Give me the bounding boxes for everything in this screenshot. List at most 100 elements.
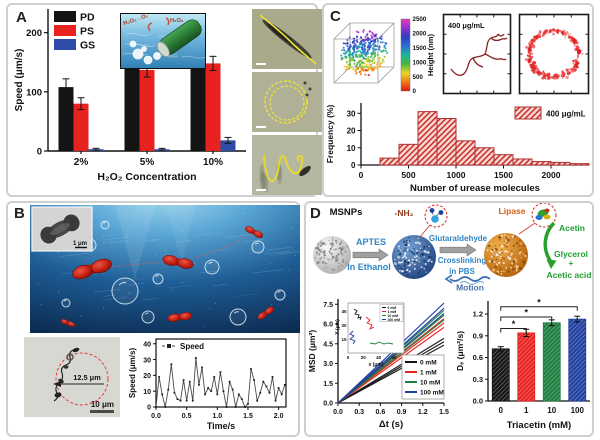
scatter-point	[373, 56, 376, 59]
speckle	[321, 256, 323, 258]
ring-point	[552, 33, 555, 36]
scatter-point	[365, 60, 368, 63]
speckle	[513, 260, 516, 263]
bubble	[143, 55, 153, 65]
scatter-point	[379, 62, 382, 66]
speckle	[337, 253, 340, 256]
marker	[182, 379, 185, 382]
streak	[269, 252, 297, 256]
scatter-point	[340, 54, 343, 57]
speckle	[418, 242, 421, 245]
speckle	[412, 276, 415, 278]
speckle	[421, 253, 425, 256]
fitted-circle	[55, 352, 109, 406]
marker	[268, 391, 271, 394]
speckle	[409, 263, 412, 266]
scatter-point	[384, 41, 387, 45]
marker	[222, 390, 225, 393]
bubble-highlight	[144, 312, 149, 315]
speckle	[500, 259, 503, 261]
speckle	[424, 253, 427, 256]
tube-schematic-inset: H₂O₂→O₂ H₂O₂	[120, 13, 206, 69]
motion-label: Motion	[456, 283, 484, 292]
speckle	[522, 260, 526, 264]
x-tick-label: 100	[571, 406, 585, 415]
ring-point	[526, 58, 528, 60]
ring-point	[532, 70, 536, 74]
ring-point	[545, 74, 548, 78]
molecule-trajectory	[490, 37, 508, 42]
ring-point	[527, 42, 530, 44]
speckle	[502, 262, 505, 265]
micromotor	[72, 258, 112, 280]
speckle	[324, 267, 327, 270]
speckle	[324, 243, 327, 246]
speckle	[319, 245, 322, 247]
marker	[207, 387, 210, 389]
de-vs-triacetin-chart: 0.0 0.3 0.6 0.9 1.2 0 1 10 100 * * * Triacetin (mM) D…	[454, 291, 596, 439]
speckle	[512, 244, 515, 247]
speckle	[498, 239, 501, 241]
ring-point	[564, 37, 567, 39]
micrograph-circular-trajectory	[252, 72, 322, 132]
ring-point	[548, 72, 550, 74]
marker	[155, 406, 157, 408]
speckle	[518, 239, 522, 242]
ring-cluster	[532, 66, 537, 71]
x-tick-label: 1.5	[439, 409, 449, 416]
speckle	[498, 261, 500, 264]
scatter-point	[356, 63, 359, 66]
x-tick-label: 1500	[494, 170, 513, 180]
speckle	[331, 242, 334, 245]
scale-bar	[90, 410, 114, 413]
scatter-point	[363, 65, 366, 68]
ring-point	[526, 54, 530, 57]
smudge	[263, 174, 269, 193]
scatter-point	[368, 64, 371, 67]
speckle	[398, 253, 402, 256]
hist-bar	[493, 154, 514, 166]
bubble	[229, 308, 247, 326]
significance-star: *	[524, 307, 528, 317]
speck	[163, 212, 165, 214]
speckle	[430, 260, 433, 263]
speck	[215, 302, 217, 304]
legend-marker	[167, 344, 171, 348]
colorbar-tick-label: 2500	[413, 16, 427, 23]
plot-frame	[155, 338, 287, 408]
speckle	[400, 266, 402, 268]
y-tick-label: 0.0	[473, 397, 483, 406]
ring-point	[544, 30, 547, 33]
bar-100mM	[568, 318, 587, 402]
streak	[141, 297, 158, 301]
trajectory-circle-outer	[264, 80, 308, 124]
inset-y-tick: 45	[341, 309, 347, 314]
panel-a: A 0 100 200 2% 5% 10% PD PS GS H₂O₂ Concentration…	[6, 3, 322, 197]
hist-bar	[569, 163, 590, 166]
speck	[270, 303, 273, 305]
speckle	[495, 245, 497, 247]
msnps-label: MSNPs	[330, 207, 363, 218]
cube-edge	[377, 66, 395, 84]
scatter-point	[370, 59, 374, 63]
x-tick-label: 1	[524, 406, 529, 415]
tube-schematic-inset-svg: H₂O₂→O₂ H₂O₂	[120, 13, 206, 69]
x-tick-label: 2%	[74, 157, 89, 168]
ring-point	[533, 40, 536, 43]
ring-cluster	[535, 35, 539, 40]
plus-label: +	[569, 259, 574, 268]
x-axis-title: Time/s	[207, 421, 235, 431]
hist-bar	[550, 161, 571, 166]
speckle	[420, 266, 423, 268]
ring-point	[526, 45, 528, 48]
ring-point	[530, 52, 534, 55]
marker	[185, 399, 188, 402]
x-tick-label: 2000	[542, 170, 561, 180]
hist-bar	[455, 140, 476, 166]
scatter-point	[371, 36, 374, 39]
y-tick-label: 4.5	[323, 341, 333, 348]
bar-1mM	[517, 332, 536, 402]
scatter-point	[353, 39, 356, 42]
scatter-point	[349, 66, 352, 69]
marker	[158, 376, 160, 378]
